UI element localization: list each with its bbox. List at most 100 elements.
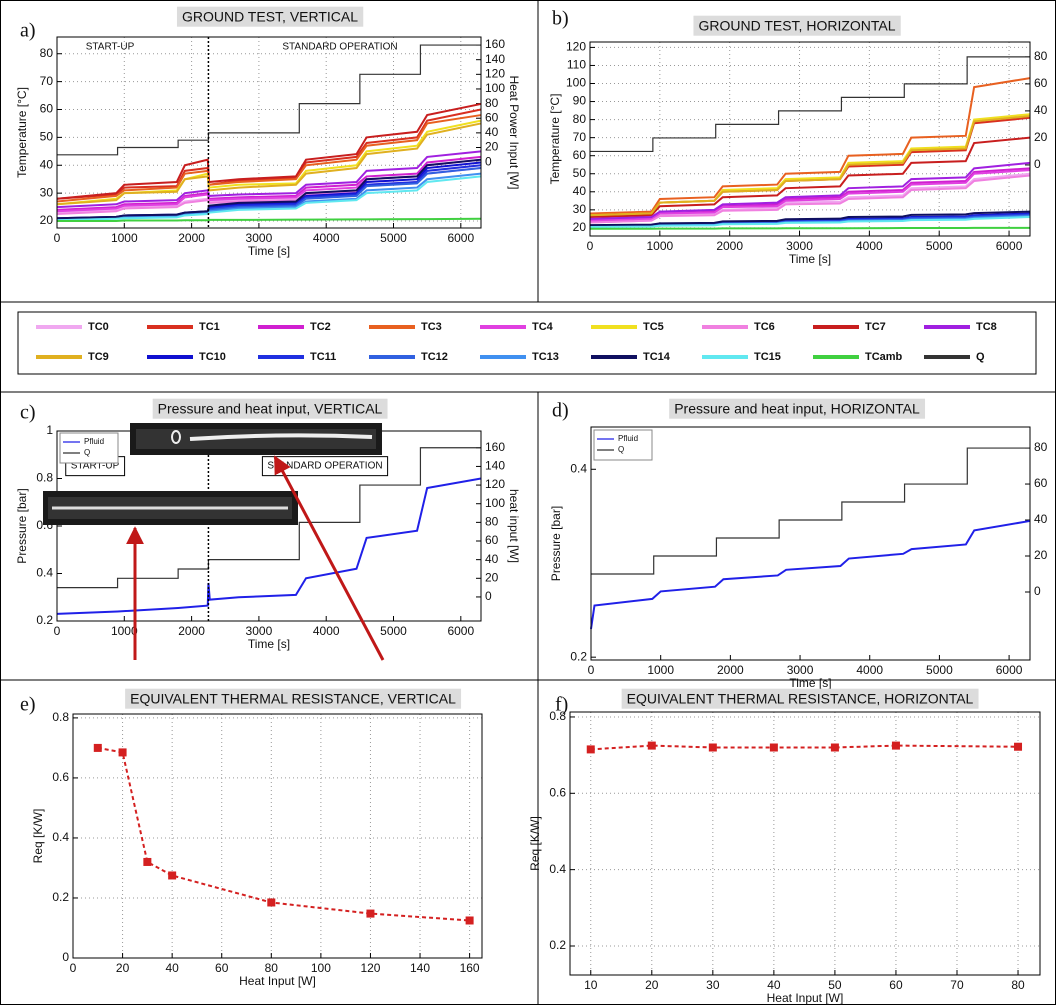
y2-tick-label: 140: [485, 52, 505, 66]
x-tick-label: 4000: [313, 231, 340, 245]
series-line: [56, 155, 482, 211]
legend-frame: [593, 429, 653, 461]
legend-label: TC12: [421, 351, 448, 363]
plot-frame: [590, 426, 1031, 661]
plot-area: [591, 427, 1030, 660]
chart-title: EQUIVALENT THERMAL RESISTANCE, HORIZONTA…: [627, 691, 974, 707]
y-tick-label: 100: [566, 76, 586, 90]
y-tick-label: 0.2: [549, 938, 566, 952]
y2-tick-label: 0: [485, 154, 492, 168]
y-tick-label: 1: [46, 423, 53, 437]
series-line: [57, 447, 481, 589]
y-tick-label: 0.4: [52, 830, 69, 844]
y-tick-label: 0.4: [549, 862, 566, 876]
x-tick-label: 3000: [786, 239, 813, 253]
marker: [168, 871, 177, 880]
title-background: [125, 688, 462, 709]
y2-tick-label: 100: [485, 81, 505, 95]
y-tick-label: 0.4: [36, 566, 53, 580]
marker: [830, 743, 839, 752]
legend-label: Q: [618, 445, 624, 454]
y-tick-label: 30: [40, 185, 54, 199]
y2-tick-label: 40: [485, 125, 499, 139]
x-tick-label: 40: [767, 978, 781, 992]
panel-label: b): [552, 8, 569, 30]
y2-tick-label: 160: [485, 440, 505, 454]
marker: [769, 743, 778, 752]
x-tick-label: 0: [70, 961, 77, 975]
title-background: [152, 398, 388, 419]
plot-frame: [569, 711, 1041, 976]
y-axis-label: Pressure [bar]: [549, 506, 563, 581]
y-tick-label: 50: [40, 130, 54, 144]
y-axis-label: Temperature [°C]: [15, 87, 29, 178]
series-line: [57, 217, 482, 223]
legend-label: TC8: [976, 321, 997, 333]
y2-axis-label: heat input [W]: [507, 489, 521, 563]
annotation: START-UP: [86, 42, 135, 53]
y-tick-label: 20: [40, 213, 54, 227]
marker: [118, 748, 127, 757]
photo-bubble: [171, 430, 181, 444]
y-axis-label: Req [K/W]: [31, 809, 45, 864]
y2-tick-label: 20: [1034, 548, 1048, 562]
x-tick-label: 4000: [313, 624, 340, 638]
series-line: [590, 56, 1030, 153]
plot-frame: [72, 713, 483, 959]
x-tick-label: 30: [706, 978, 720, 992]
x-axis-label: Heat Input [W]: [767, 991, 844, 1005]
x-tick-label: 6000: [996, 239, 1023, 253]
y-axis-label: Temperature [°C]: [548, 94, 562, 185]
y2-tick-label: 0: [1034, 584, 1041, 598]
x-tick-label: 160: [460, 961, 480, 975]
y-axis-label: Pressure [bar]: [15, 488, 29, 563]
series-line: [56, 477, 482, 615]
legend-label: TC14: [643, 351, 671, 363]
x-tick-label: 5000: [926, 663, 953, 677]
plot-area: [570, 712, 1040, 975]
y2-tick-label: 100: [485, 496, 505, 510]
series-line: [590, 519, 1031, 630]
plot-frame: [589, 41, 1031, 237]
legend-label: Pfluid: [84, 437, 104, 446]
x-tick-label: 20: [116, 961, 130, 975]
panel-label: d): [552, 400, 569, 422]
arrow: [273, 455, 385, 661]
y-tick-label: 0.6: [549, 785, 566, 799]
y2-tick-label: 160: [485, 37, 505, 51]
x-tick-label: 60: [215, 961, 229, 975]
x-tick-label: 100: [311, 961, 331, 975]
series-line: [589, 174, 1031, 224]
x-tick-label: 0: [588, 663, 595, 677]
y-tick-label: 0.8: [52, 710, 69, 724]
x-tick-label: 140: [410, 961, 430, 975]
panel-label: c): [20, 402, 36, 424]
title-background: [669, 398, 926, 419]
x-tick-label: 2000: [717, 663, 744, 677]
y2-tick-label: 60: [485, 110, 499, 124]
marker: [267, 898, 276, 907]
legend-label: TC10: [199, 351, 226, 363]
y-tick-label: 50: [573, 166, 587, 180]
x-tick-label: 6000: [447, 624, 474, 638]
x-tick-label: 2000: [178, 231, 205, 245]
x-tick-label: 2000: [716, 239, 743, 253]
x-tick-label: 1000: [647, 663, 674, 677]
panel-label: a): [20, 20, 36, 42]
marker: [465, 916, 474, 925]
x-tick-label: 6000: [447, 231, 474, 245]
x-tick-label: 0: [587, 239, 594, 253]
x-tick-label: 10: [584, 978, 598, 992]
chart-title: Pressure and heat input, VERTICAL: [158, 401, 383, 417]
legend-label: Q: [976, 351, 985, 363]
series-line: [56, 114, 482, 203]
x-tick-label: 5000: [380, 231, 407, 245]
y-tick-label: 0.2: [36, 613, 53, 627]
x-tick-label: 1000: [111, 624, 138, 638]
x-axis-label: Heat Input [W]: [239, 974, 316, 988]
x-tick-label: 20: [645, 978, 659, 992]
legend-label: TC1: [199, 321, 220, 333]
legend-label: TC9: [88, 351, 109, 363]
y-tick-label: 110: [567, 58, 586, 72]
